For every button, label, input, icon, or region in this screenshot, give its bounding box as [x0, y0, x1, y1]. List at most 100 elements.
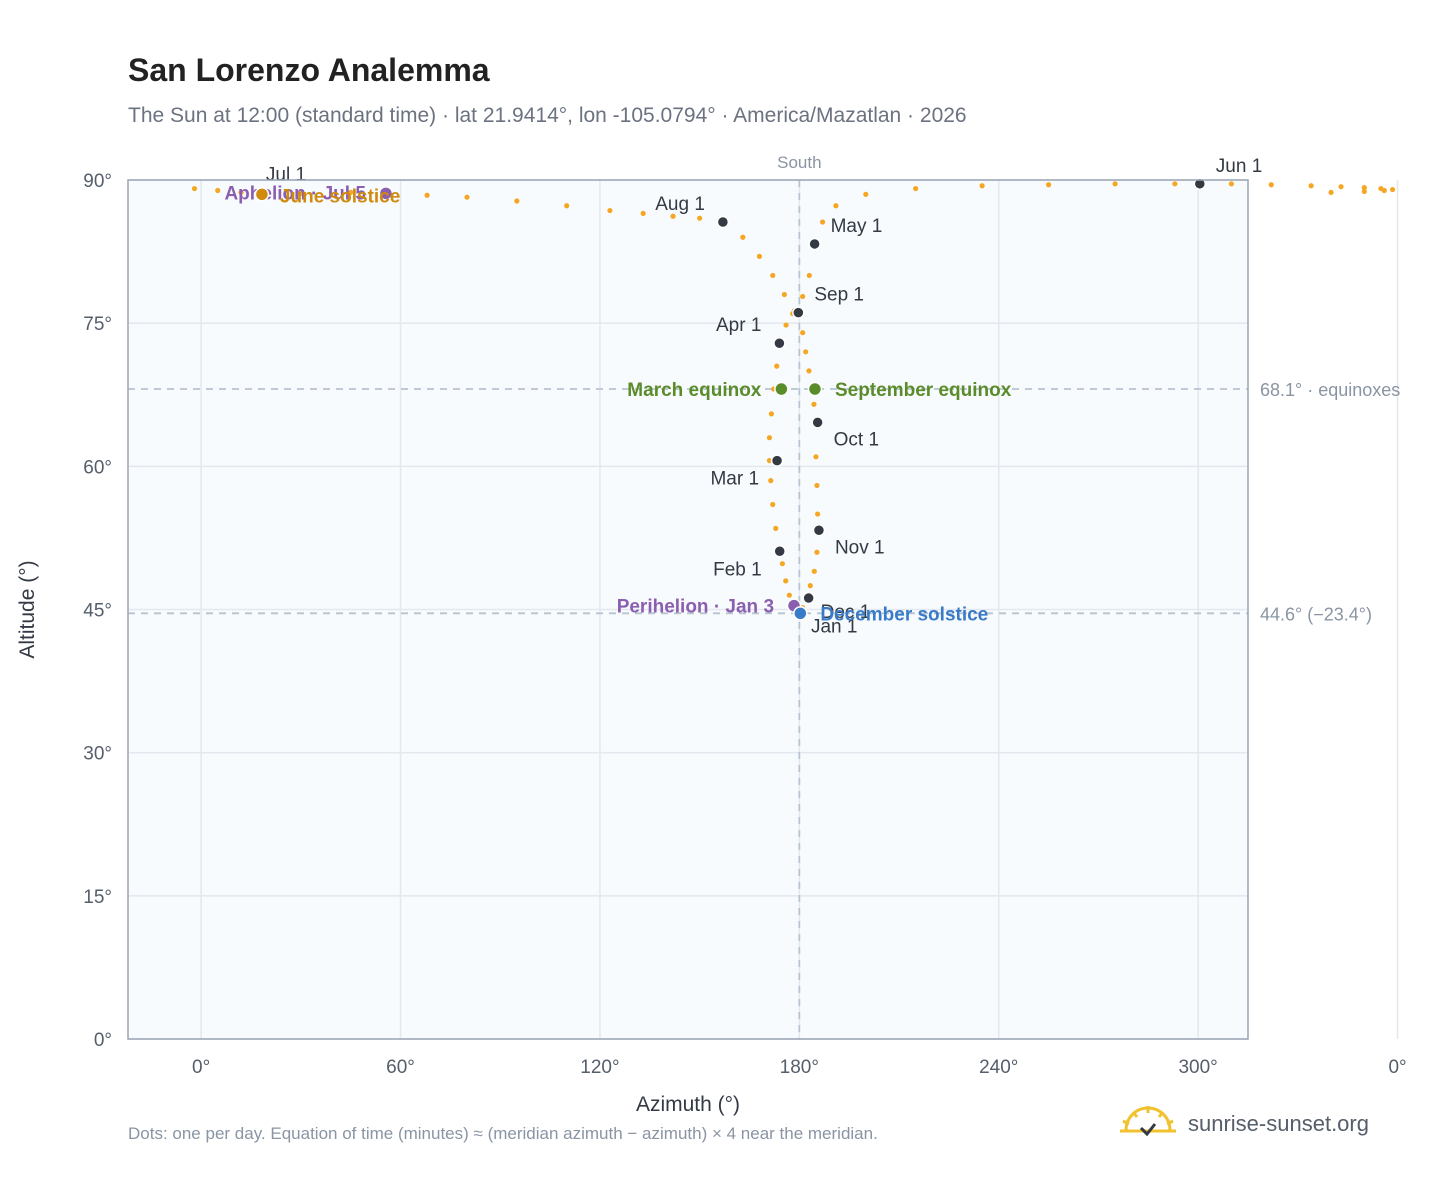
daily-dot: [913, 185, 919, 192]
month-label: Oct 1: [834, 429, 879, 450]
month-label: Sep 1: [814, 285, 864, 306]
month-label: Dec 1: [821, 602, 871, 623]
daily-dot: [800, 330, 806, 336]
month-marker: [812, 524, 826, 537]
event-marker: [378, 186, 394, 201]
event-marker: [254, 187, 270, 202]
chart-subtitle: The Sun at 12:00 (standard time) · lat 2…: [128, 104, 967, 127]
month-label: May 1: [831, 216, 883, 237]
daily-dot: [348, 189, 354, 196]
daily-dot: [783, 578, 789, 584]
daily-dot: [298, 190, 304, 196]
daily-dot: [1172, 181, 1178, 187]
daily-dot: [768, 411, 775, 417]
event-label: Perihelion · Jan 3: [617, 597, 774, 618]
daily-dot: [833, 203, 839, 209]
daily-dot: [811, 401, 817, 407]
daily-dot: [191, 185, 198, 192]
daily-dot: [640, 210, 646, 217]
daily-dot: [807, 583, 813, 589]
event-label: March equinox: [627, 380, 762, 401]
x-tick-label: 0°: [192, 1057, 210, 1078]
daily-dot: [756, 253, 763, 259]
month-label: Jan 1: [811, 616, 857, 637]
chart-title: San Lorenzo Analemma: [128, 52, 490, 88]
y-tick-label: 0°: [94, 1030, 112, 1051]
event-marker: [807, 381, 823, 397]
month-label: Jun 1: [1216, 156, 1262, 177]
x-tick-label: 120°: [580, 1057, 619, 1078]
brand[interactable]: sunrise-sunset.org: [1120, 1102, 1369, 1146]
month-label: Apr 1: [716, 315, 761, 336]
daily-dot: [215, 187, 221, 194]
daily-dot: [766, 458, 773, 464]
daily-dot: [815, 511, 821, 517]
altitude-reference-label: 44.6° (−23.4°): [1260, 604, 1372, 624]
month-label: Jul 1: [266, 164, 306, 185]
daily-dot: [424, 192, 430, 198]
daily-dot: [813, 454, 819, 460]
daily-dot: [814, 549, 820, 555]
daily-dot: [1338, 184, 1344, 190]
altitude-reference-label: 68.1° · equinoxes: [1260, 380, 1400, 400]
footnote: Dots: one per day. Equation of time (min…: [128, 1124, 878, 1143]
daily-dot: [1389, 186, 1396, 193]
daily-dot: [1268, 182, 1274, 188]
month-marker: [770, 454, 784, 467]
event-marker: [774, 381, 789, 397]
event-label: December solstice: [820, 604, 988, 625]
daily-dot: [1112, 181, 1118, 187]
event-marker: [793, 606, 808, 621]
month-marker: [773, 545, 786, 558]
plot-border: [127, 179, 1249, 1040]
daily-dot: [1381, 187, 1387, 194]
y-tick-label: 45°: [83, 601, 112, 622]
event-label: September equinox: [835, 380, 1012, 401]
daily-dot: [1228, 181, 1234, 187]
month-marker: [792, 306, 805, 319]
month-marker: [773, 336, 786, 350]
y-tick-label: 60°: [83, 457, 112, 478]
daily-dot: [768, 478, 774, 484]
daily-dot: [773, 525, 779, 531]
daily-dot: [740, 234, 746, 240]
daily-dot: [770, 272, 776, 279]
daily-dot: [863, 191, 869, 197]
daily-dot: [1361, 188, 1367, 195]
month-label: Mar 1: [710, 469, 759, 490]
daily-dot: [607, 207, 613, 214]
daily-dot: [783, 322, 789, 328]
daily-dot: [979, 183, 985, 189]
daily-dot: [1361, 185, 1367, 191]
daily-dot: [766, 435, 773, 441]
daily-dot: [770, 501, 776, 508]
x-axis-label: Azimuth (°): [636, 1093, 740, 1116]
daily-dot: [806, 368, 812, 374]
month-marker: [802, 591, 815, 605]
y-tick-label: 90°: [83, 171, 112, 192]
x-tick-label: 0°: [1388, 1057, 1406, 1078]
daily-dot: [774, 363, 780, 369]
daily-dot: [786, 592, 792, 598]
south-reference-label: South: [777, 153, 821, 172]
month-marker: [1193, 177, 1207, 191]
x-tick-label: 240°: [979, 1057, 1018, 1078]
daily-dot: [1328, 189, 1334, 196]
daily-dot: [779, 561, 785, 567]
daily-dot: [697, 215, 703, 221]
daily-dot: [564, 203, 570, 209]
daily-dot: [1045, 182, 1052, 188]
sun-logo-icon: [1120, 1106, 1176, 1137]
y-tick-label: 30°: [83, 744, 112, 765]
daily-dot: [238, 189, 244, 196]
month-marker: [811, 416, 824, 429]
daily-dot: [811, 568, 817, 574]
daily-dot: [1308, 183, 1314, 189]
month-marker: [808, 237, 821, 251]
x-tick-label: 300°: [1178, 1057, 1217, 1078]
daily-dot: [803, 349, 809, 355]
daily-dot: [814, 482, 820, 489]
x-tick-label: 60°: [386, 1057, 415, 1078]
daily-dot: [806, 272, 812, 279]
